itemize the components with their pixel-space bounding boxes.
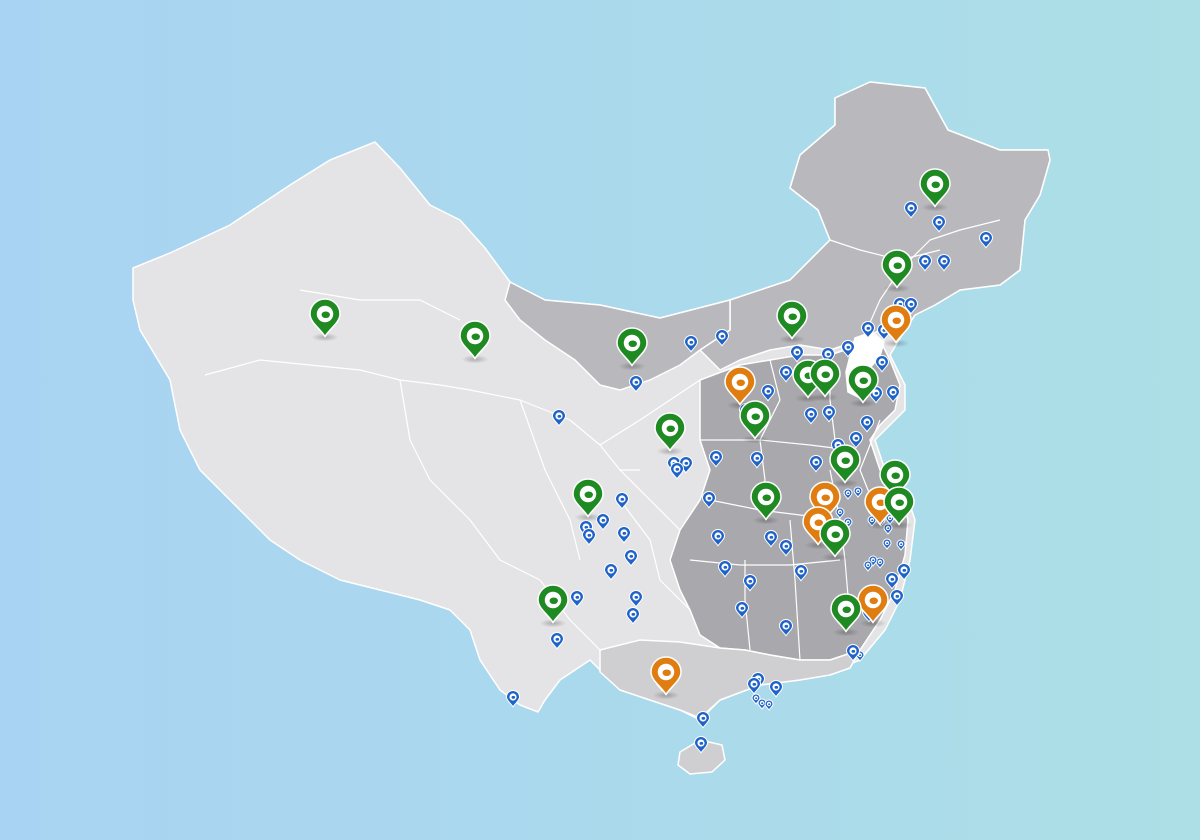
blue-marker-15[interactable] [874, 355, 890, 373]
blue-marker-24[interactable] [848, 431, 864, 449]
blue-marker-small-10[interactable] [896, 539, 906, 551]
blue-marker-1[interactable] [931, 215, 947, 233]
blue-marker-45[interactable] [793, 564, 809, 582]
blue-marker-57[interactable] [505, 690, 521, 708]
blue-marker-19[interactable] [628, 375, 644, 393]
blue-marker-61[interactable] [896, 563, 912, 581]
blue-marker-21[interactable] [803, 407, 819, 425]
blue-marker-60[interactable] [884, 572, 900, 590]
blue-marker-48[interactable] [625, 607, 641, 625]
green-marker-3[interactable] [616, 327, 648, 371]
blue-marker-38[interactable] [616, 526, 632, 544]
blue-marker-small-19[interactable] [751, 693, 761, 705]
green-marker-5[interactable] [881, 249, 913, 293]
blue-marker-42[interactable] [778, 539, 794, 557]
green-marker-0[interactable] [919, 168, 951, 212]
blue-marker-3[interactable] [917, 254, 933, 272]
blue-marker-14[interactable] [840, 340, 856, 358]
blue-marker-small-18[interactable] [764, 699, 774, 711]
green-marker-18[interactable] [830, 593, 862, 637]
green-marker-15[interactable] [883, 486, 915, 530]
orange-marker-1[interactable] [880, 304, 912, 348]
blue-marker-59[interactable] [693, 736, 709, 754]
green-marker-6[interactable] [654, 412, 686, 456]
green-marker-10[interactable] [847, 364, 879, 408]
green-marker-11[interactable] [829, 444, 861, 488]
blue-marker-49[interactable] [742, 574, 758, 592]
orange-marker-6[interactable] [650, 656, 682, 700]
blue-marker-41[interactable] [763, 530, 779, 548]
blue-marker-43[interactable] [603, 563, 619, 581]
blue-marker-55[interactable] [746, 677, 762, 695]
orange-marker-5[interactable] [857, 584, 889, 628]
blue-marker-50[interactable] [734, 601, 750, 619]
green-marker-7[interactable] [739, 400, 771, 444]
green-marker-1[interactable] [309, 298, 341, 342]
blue-marker-12[interactable] [789, 345, 805, 363]
blue-marker-32[interactable] [808, 455, 824, 473]
green-marker-2[interactable] [459, 320, 491, 364]
blue-marker-37[interactable] [581, 528, 597, 546]
blue-marker-29[interactable] [669, 462, 685, 480]
blue-marker-small-17[interactable] [757, 698, 767, 710]
region-inner-mongolia[interactable] [504, 281, 731, 391]
blue-marker-51[interactable] [778, 619, 794, 637]
blue-marker-small-11[interactable] [875, 557, 885, 569]
blue-marker-39[interactable] [623, 549, 639, 567]
region-northeast[interactable] [699, 81, 1051, 371]
blue-marker-30[interactable] [708, 450, 724, 468]
blue-marker-46[interactable] [569, 590, 585, 608]
blue-marker-small-13[interactable] [863, 560, 873, 572]
blue-marker-2[interactable] [978, 231, 994, 249]
green-marker-17[interactable] [537, 584, 569, 628]
blue-marker-11[interactable] [778, 365, 794, 383]
blue-marker-small-1[interactable] [853, 486, 863, 498]
blue-marker-44[interactable] [717, 560, 733, 578]
blue-marker-9[interactable] [714, 329, 730, 347]
green-marker-13[interactable] [750, 481, 782, 525]
orange-marker-0[interactable] [724, 366, 756, 410]
blue-marker-56[interactable] [768, 680, 784, 698]
green-marker-9[interactable] [809, 358, 841, 402]
green-marker-16[interactable] [819, 518, 851, 562]
blue-marker-7[interactable] [860, 321, 876, 339]
blue-marker-22[interactable] [821, 405, 837, 423]
green-marker-12[interactable] [572, 478, 604, 522]
map-land [132, 81, 1051, 775]
blue-marker-18[interactable] [760, 384, 776, 402]
blue-marker-small-15[interactable] [835, 507, 845, 519]
blue-marker-58[interactable] [695, 711, 711, 729]
green-marker-4[interactable] [776, 300, 808, 344]
blue-marker-4[interactable] [936, 254, 952, 272]
markers-layer [309, 168, 994, 754]
blue-marker-small-0[interactable] [843, 488, 853, 500]
blue-marker-31[interactable] [749, 451, 765, 469]
blue-marker-small-9[interactable] [882, 538, 892, 550]
blue-marker-23[interactable] [859, 415, 875, 433]
blue-marker-64[interactable] [845, 644, 861, 662]
blue-marker-34[interactable] [614, 492, 630, 510]
blue-marker-47[interactable] [628, 590, 644, 608]
blue-marker-10[interactable] [683, 335, 699, 353]
blue-marker-17[interactable] [885, 385, 901, 403]
blue-marker-33[interactable] [701, 491, 717, 509]
blue-marker-62[interactable] [889, 589, 905, 607]
blue-marker-0[interactable] [903, 201, 919, 219]
blue-marker-52[interactable] [549, 632, 565, 650]
blue-marker-40[interactable] [710, 529, 726, 547]
blue-marker-26[interactable] [551, 409, 567, 427]
